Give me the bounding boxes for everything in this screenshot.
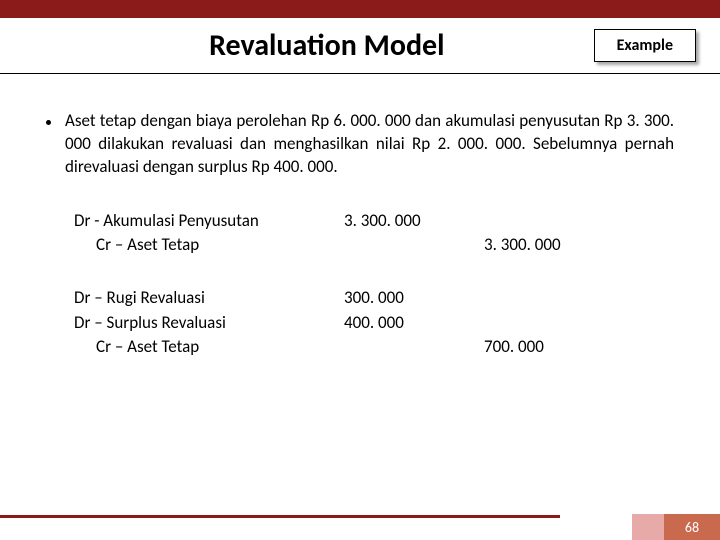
journal-block-1: Dr - Akumulasi Penyusutan 3. 300. 000 Cr…: [74, 209, 674, 258]
bullet-text: Aset tetap dengan biaya perolehan Rp 6. …: [65, 110, 674, 179]
journal-row: Dr - Akumulasi Penyusutan 3. 300. 000: [74, 209, 674, 234]
account-label: Dr – Surplus Revaluasi: [74, 311, 344, 336]
debit-amount: 300. 000: [344, 286, 484, 311]
bullet-dot-icon: [46, 120, 51, 125]
credit-amount: [484, 209, 624, 234]
journal-entries: Dr - Akumulasi Penyusutan 3. 300. 000 Cr…: [46, 209, 674, 360]
footer-line: [0, 515, 560, 518]
credit-amount: 3. 300. 000: [484, 233, 624, 258]
account-label: Cr – Aset Tetap: [74, 335, 344, 360]
journal-row: Dr – Rugi Revaluasi 300. 000: [74, 286, 674, 311]
journal-row: Cr – Aset Tetap 3. 300. 000: [74, 233, 674, 258]
debit-amount: 400. 000: [344, 311, 484, 336]
journal-row: Dr – Surplus Revaluasi 400. 000: [74, 311, 674, 336]
credit-amount: [484, 311, 624, 336]
page-number: 68: [664, 514, 720, 540]
journal-block-2: Dr – Rugi Revaluasi 300. 000 Dr – Surplu…: [74, 286, 674, 360]
debit-amount: 3. 300. 000: [344, 209, 484, 234]
account-label: Cr – Aset Tetap: [74, 233, 344, 258]
bullet-item: Aset tetap dengan biaya perolehan Rp 6. …: [46, 110, 674, 179]
account-label: Dr - Akumulasi Penyusutan: [74, 209, 344, 234]
footer-accent-block: [632, 514, 664, 540]
debit-amount: [344, 335, 484, 360]
journal-row: Cr – Aset Tetap 700. 000: [74, 335, 674, 360]
slide-body: Aset tetap dengan biaya perolehan Rp 6. …: [0, 74, 720, 360]
slide-title: Revaluation Model: [0, 27, 594, 64]
credit-amount: [484, 286, 624, 311]
title-row: Revaluation Model Example: [0, 18, 720, 74]
account-label: Dr – Rugi Revaluasi: [74, 286, 344, 311]
example-badge: Example: [594, 29, 696, 62]
debit-amount: [344, 233, 484, 258]
credit-amount: 700. 000: [484, 335, 624, 360]
top-bar: [0, 0, 720, 18]
footer: 68: [0, 514, 720, 540]
